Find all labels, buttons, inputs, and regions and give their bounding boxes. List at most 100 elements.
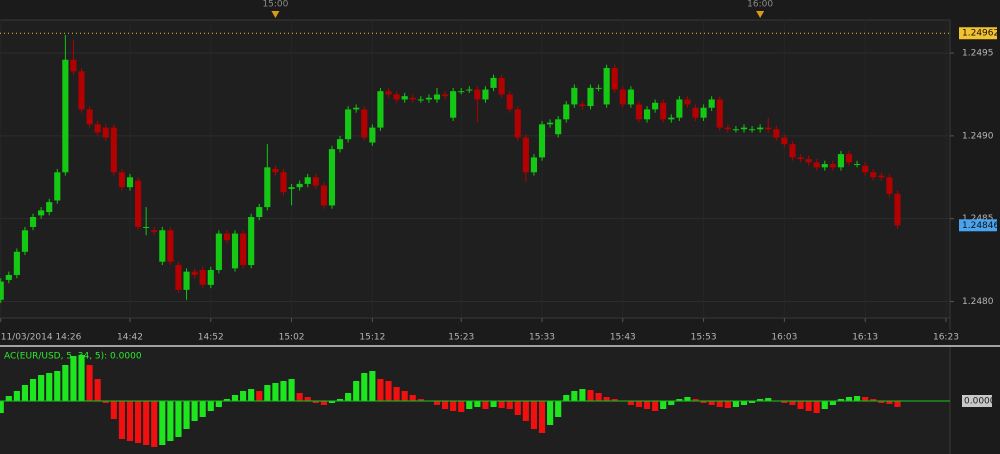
oscillator-bar [789, 401, 796, 405]
oscillator-bar [563, 395, 570, 401]
x-tick-label: 14:52 [198, 333, 224, 343]
candle-body [199, 269, 206, 285]
oscillator-bar [240, 391, 247, 401]
oscillator-bar [482, 401, 489, 409]
oscillator-bar [320, 401, 327, 405]
oscillator-bar [353, 381, 360, 401]
oscillator-bar [765, 398, 772, 401]
candle-body [878, 175, 885, 178]
oscillator-bar [603, 397, 610, 401]
candle-body [474, 89, 481, 100]
candle-body [708, 99, 715, 108]
candle-body [643, 109, 651, 120]
oscillator-bar [805, 401, 812, 411]
oscillator-bar [692, 399, 699, 401]
candle-body [724, 127, 731, 130]
x-tick-label: 15:43 [610, 333, 636, 343]
oscillator-bar [450, 401, 457, 411]
candle-body [547, 122, 554, 125]
candle-body [29, 217, 37, 227]
oscillator-bar [781, 401, 788, 403]
candle-body [385, 91, 392, 95]
oscillator-bar [837, 399, 845, 401]
candle-body [821, 164, 828, 168]
candle-body [296, 183, 303, 188]
oscillator-bar [700, 401, 707, 403]
oscillator-bar [829, 401, 836, 405]
oscillator-bar [38, 375, 45, 401]
candle-body [587, 87, 594, 107]
x-tick-label: 15:12 [359, 333, 385, 343]
oscillator-bar [328, 401, 336, 403]
oscillator-bar [886, 401, 893, 404]
candle-body [38, 210, 45, 216]
oscillator-bar [78, 355, 85, 401]
candle-body [5, 274, 12, 280]
candle-body [845, 154, 853, 163]
oscillator-bar [401, 391, 408, 401]
candle-body [231, 233, 239, 269]
candle-body [175, 265, 182, 290]
candle-body [619, 89, 626, 105]
candle-body [70, 59, 77, 72]
candle-body [0, 281, 4, 300]
candle-body [813, 162, 820, 168]
candle-body [151, 230, 158, 232]
oscillator-bar [256, 391, 263, 401]
oscillator-bar [264, 385, 271, 401]
oscillator-bar [813, 401, 820, 413]
oscillator-bar [417, 399, 424, 401]
oscillator-bar [627, 401, 634, 405]
candle-body [676, 99, 683, 118]
candle-body [240, 233, 247, 266]
candle-body [837, 154, 845, 168]
candle-body [207, 269, 214, 285]
candle-body [62, 59, 69, 173]
candle-body [248, 217, 255, 266]
oscillator-bar [595, 393, 602, 401]
price-tag [959, 219, 997, 232]
oscillator-bar [0, 401, 4, 413]
oscillator-bar [716, 401, 723, 407]
candle-body [417, 99, 424, 101]
candle-body [433, 94, 441, 100]
candle-body [635, 104, 643, 120]
oscillator-bar [466, 401, 473, 409]
candle-body [652, 102, 659, 110]
oscillator-bar [29, 379, 37, 401]
oscillator-bar [151, 401, 158, 447]
oscillator-bar [555, 401, 562, 417]
oscillator-bar [530, 401, 538, 429]
x-tick-label: 15:33 [529, 333, 555, 343]
candle-body [894, 193, 901, 226]
candle-body [530, 157, 538, 173]
candle-body [54, 172, 61, 201]
oscillator-bar [579, 389, 586, 401]
oscillator-bar [635, 401, 643, 407]
y-tick-box [962, 395, 992, 407]
candle-body [684, 99, 691, 105]
candle-body [78, 71, 85, 110]
candle-body [716, 99, 723, 128]
oscillator-bar [660, 401, 667, 409]
x-tick-label: 16:13 [852, 333, 878, 343]
y-tick-label: 0.0000 [964, 397, 996, 407]
oscillator-bar [13, 391, 20, 401]
candle-body [498, 77, 505, 95]
oscillator-bar [652, 401, 659, 411]
oscillator-bar [377, 379, 384, 401]
candle-body [336, 139, 344, 150]
oscillator-bar [110, 401, 117, 419]
oscillator-bar [336, 399, 344, 401]
oscillator-bar [175, 401, 182, 437]
oscillator-bar [748, 401, 756, 403]
time-marker [756, 11, 765, 18]
x-tick-label: 15:02 [279, 333, 305, 343]
candle-body [740, 127, 748, 130]
oscillator-bar [724, 401, 731, 408]
oscillator-bar [538, 401, 546, 433]
candle-body [700, 107, 707, 118]
x-tick-label: 16:03 [771, 333, 797, 343]
candle-body [514, 109, 521, 138]
